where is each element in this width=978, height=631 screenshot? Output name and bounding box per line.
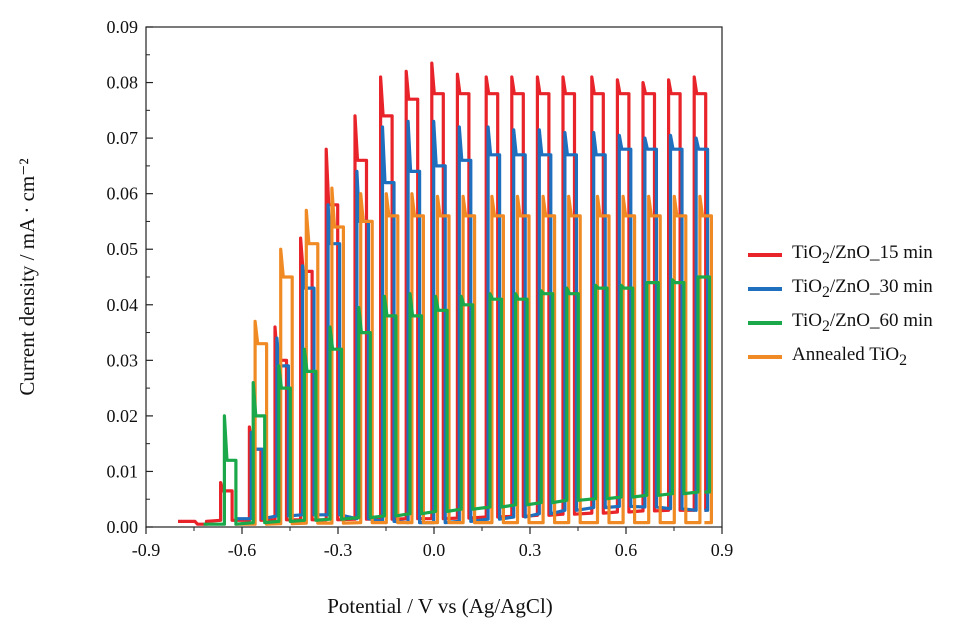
y-axis-label: Current density / mA · cm⁻²	[15, 158, 39, 395]
legend-item-30min: TiO2/ZnO_30 min	[748, 272, 933, 306]
y-tick-label: 0.00	[107, 517, 139, 537]
legend-label: TiO2/ZnO_15 min	[792, 242, 933, 267]
x-tick-label: 0.6	[615, 540, 638, 560]
series-line	[203, 275, 712, 526]
legend-item-15min: TiO2/ZnO_15 min	[748, 238, 933, 272]
x-tick-label: -0.6	[228, 540, 257, 560]
series-line	[235, 186, 713, 526]
x-tick-label: 0.3	[519, 540, 542, 560]
legend-swatch	[748, 287, 782, 291]
y-tick-label: 0.02	[107, 406, 139, 426]
x-tick-label: -0.9	[132, 540, 161, 560]
y-tick-label: 0.05	[107, 239, 139, 259]
y-tick-label: 0.07	[107, 128, 139, 148]
legend-item-annealed: Annealed TiO2	[748, 340, 933, 374]
x-tick-label: -0.3	[324, 540, 353, 560]
legend-swatch	[748, 321, 782, 325]
legend-swatch	[748, 355, 782, 359]
series-line	[178, 61, 708, 526]
y-tick-label: 0.01	[107, 461, 139, 481]
legend-label: Annealed TiO2	[792, 344, 908, 369]
y-tick-label: 0.08	[107, 73, 139, 93]
y-tick-label: 0.04	[107, 295, 139, 315]
legend-item-60min: TiO2/ZnO_60 min	[748, 306, 933, 340]
y-tick-label: 0.06	[107, 184, 139, 204]
y-tick-label: 0.09	[107, 17, 139, 37]
x-axis-label: Potential / V vs (Ag/AgCl)	[327, 594, 553, 618]
y-tick-label: 0.03	[107, 350, 139, 370]
x-tick-label: 0.0	[423, 540, 446, 560]
legend-label: TiO2/ZnO_30 min	[792, 276, 933, 301]
chart-legend: TiO2/ZnO_15 min TiO2/ZnO_30 min TiO2/ZnO…	[748, 238, 933, 374]
x-tick-label: 0.9	[711, 540, 734, 560]
legend-label: TiO2/ZnO_60 min	[792, 310, 933, 335]
legend-swatch	[748, 253, 782, 257]
